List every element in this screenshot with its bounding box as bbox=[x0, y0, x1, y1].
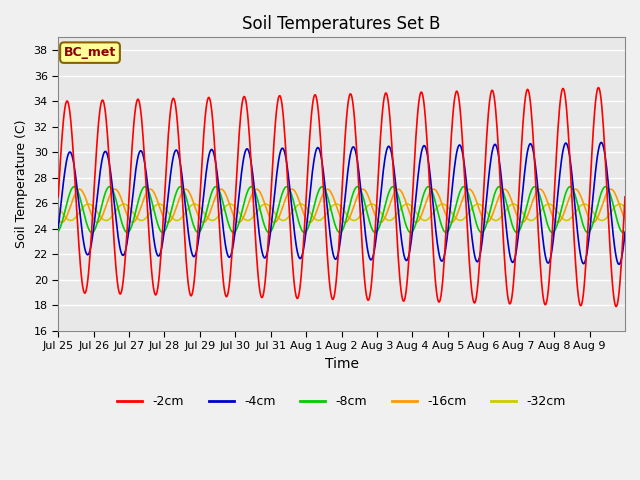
Title: Soil Temperatures Set B: Soil Temperatures Set B bbox=[243, 15, 441, 33]
X-axis label: Time: Time bbox=[324, 357, 358, 371]
Legend: -2cm, -4cm, -8cm, -16cm, -32cm: -2cm, -4cm, -8cm, -16cm, -32cm bbox=[113, 390, 571, 413]
Y-axis label: Soil Temperature (C): Soil Temperature (C) bbox=[15, 120, 28, 248]
Text: BC_met: BC_met bbox=[64, 46, 116, 59]
